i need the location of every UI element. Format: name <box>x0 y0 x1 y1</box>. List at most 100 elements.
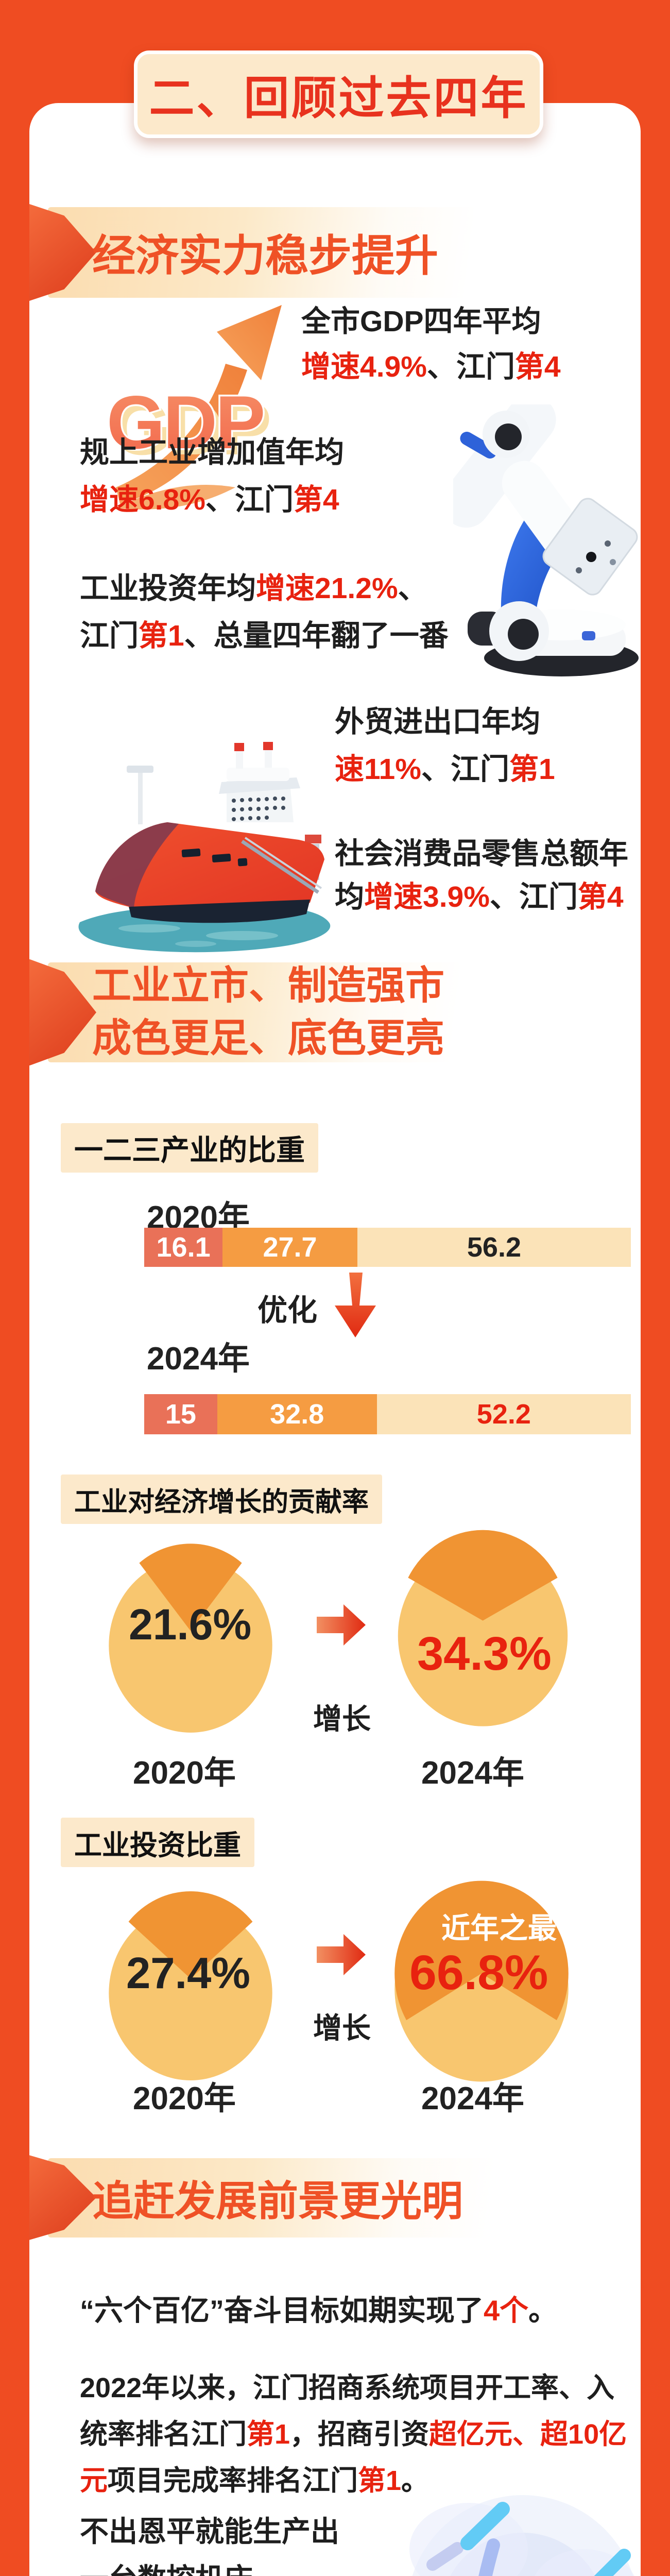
para-six-hundred-million: “六个百亿”奋斗目标如期实现了4个。 <box>80 2287 557 2334</box>
pie-year-label: 2020年 <box>133 1755 236 1791</box>
bar-segment-value: 52.2 <box>476 1399 531 1430</box>
text-segment: 、江门 <box>489 880 578 913</box>
text-segment: 全市GDP四年平均 <box>301 305 541 338</box>
pie-value-label: 34.3% <box>417 1628 552 1680</box>
text-segment: 增速21.2% <box>256 572 398 605</box>
stat-retail: 社会消费品零售总额年 均增速3.9%、江门第4 <box>335 832 628 919</box>
text-segment: 不出恩平就能生产出 <box>80 2515 339 2548</box>
text-segment: 第1 <box>247 2419 290 2450</box>
pie-value-label: 21.6% <box>129 1600 252 1649</box>
stacked-bar-2024: 15 32.8 52.2 <box>144 1394 631 1434</box>
text-segment: 统率排名江门 <box>80 2419 247 2450</box>
pie-value-label: 66.8% <box>409 1945 548 2000</box>
text-segment: 、江门 <box>421 753 509 786</box>
text-segment: 社会消费品零售总额年 <box>335 837 628 870</box>
text-segment: 、总量四年翻了一番 <box>184 619 449 652</box>
bar-segment: 27.7 <box>222 1228 357 1267</box>
bar-segment-value: 32.8 <box>270 1399 324 1430</box>
right-arrow-icon <box>317 1933 366 1977</box>
section-badge-review: 二、回顾过去四年 <box>134 50 543 138</box>
text-segment: 第1 <box>509 753 555 786</box>
bar-segment: 16.1 <box>144 1228 223 1267</box>
text-segment: 规上工业增加值年均 <box>80 436 344 469</box>
text-segment: 工业投资年均 <box>80 572 256 605</box>
header-band <box>48 207 475 298</box>
text-segment: 2022年以来，江门招商系统项目开工率、入 <box>80 2372 615 2403</box>
pie-invest-2020 <box>93 1880 288 2084</box>
section-title: 经济实力稳步提升 <box>92 231 439 280</box>
text-segment: 一台数控机床。 <box>80 2563 282 2576</box>
robot-arm-icon <box>453 404 641 685</box>
chart-title-contribution: 工业对经济增长的贡献率 <box>61 1475 383 1524</box>
text-segment: 增速6.8% <box>80 483 205 516</box>
text-segment: 。 <box>401 2465 430 2496</box>
header-band <box>48 2158 496 2238</box>
pie-year-label: 2024年 <box>421 2081 524 2116</box>
stat-industry-invest: 工业投资年均增速21.2%、 江门第1、总量四年翻了一番 <box>80 565 449 659</box>
text-segment: 第1 <box>139 619 184 652</box>
section-header-economy: 经济实力稳步提升 <box>29 201 549 304</box>
gdp-label-text: GDP <box>107 380 263 464</box>
pie-contribution-2024 <box>381 1519 585 1730</box>
text-segment: 增速4.9% <box>301 350 427 383</box>
section-title: 工业立市、制造强市 成色更足、底色更亮 <box>92 964 444 1060</box>
bar-segment-value: 15 <box>165 1399 196 1430</box>
growth-label: 增长 <box>313 2012 371 2044</box>
bar-segment-value: 16.1 <box>156 1232 211 1263</box>
text-segment: ，招商引资 <box>290 2419 430 2450</box>
chart-title-invest-share: 工业投资比重 <box>61 1818 254 1867</box>
text-segment: “六个百亿”奋斗目标如期实现了 <box>80 2294 484 2327</box>
text-segment: 第4 <box>577 880 624 913</box>
bar-segment: 56.2 <box>357 1228 631 1267</box>
para-cnc-machine: 不出恩平就能生产出 一台数控机床。 <box>80 2508 339 2576</box>
pie-year-label: 2020年 <box>133 2081 236 2116</box>
section-title: 追赶发展前景更光明 <box>92 2178 463 2224</box>
pie-note-label: 近年之最 <box>441 1912 557 1944</box>
bar-segment-value: 56.2 <box>467 1232 521 1263</box>
pie-year-label: 2024年 <box>421 1755 524 1791</box>
stat-trade: 外贸进出口年均 速11%、江门第1 <box>335 698 555 793</box>
text-segment: 速11% <box>335 753 421 786</box>
text-segment: 、江门 <box>205 483 294 516</box>
text-segment: 4个 <box>484 2294 529 2327</box>
text-segment: 第4 <box>293 483 339 516</box>
section-header-industry-city: 工业立市、制造强市 成色更足、底色更亮 <box>29 956 549 1069</box>
bar-segment: 15 <box>144 1394 217 1434</box>
chart-title-industry-structure: 一二三产业的比重 <box>61 1123 318 1173</box>
stat-industry-added: 规上工业增加值年均 增速6.8%、江门第4 <box>80 429 344 523</box>
header-band <box>48 962 460 1062</box>
down-arrow-icon <box>334 1273 378 1337</box>
pie-contribution-2020 <box>93 1533 288 1736</box>
bar-segment-value: 27.7 <box>263 1232 317 1263</box>
pie-value-label: 27.4% <box>126 1949 251 1998</box>
text-segment: 第4 <box>514 350 561 383</box>
text-segment: 第1 <box>358 2465 402 2496</box>
cargo-ship-icon <box>72 721 340 979</box>
text-segment: 外贸进出口年均 <box>335 705 540 738</box>
drone-icon <box>402 2487 641 2576</box>
text-segment: 增速3.9% <box>364 880 490 913</box>
pie-invest-2024 <box>376 1869 587 2086</box>
gdp-shadow-text: GDP <box>113 386 269 470</box>
text-segment: 江门 <box>80 619 139 652</box>
review-card: 经济实力稳步提升 GDP GDP 全 <box>29 103 641 2576</box>
para-investment-ranking: 2022年以来，江门招商系统项目开工率、入 统率排名江门第1，招商引资超亿元、超… <box>80 2365 627 2504</box>
text-segment: 均 <box>335 880 364 913</box>
text-segment: 超亿元、超10亿 <box>429 2419 627 2450</box>
text-segment: 。 <box>528 2294 558 2327</box>
stat-gdp: 全市GDP四年平均 增速4.9%、江门第4 <box>301 299 561 389</box>
text-segment: 元 <box>80 2465 108 2496</box>
stacked-bar-2020: 16.1 27.7 56.2 <box>144 1228 631 1267</box>
text-segment: 、江门 <box>426 350 515 383</box>
right-arrow-icon <box>317 1603 366 1647</box>
text-segment: 、 <box>398 572 427 605</box>
bar-segment: 32.8 <box>217 1394 377 1434</box>
bar-segment: 52.2 <box>376 1394 631 1434</box>
gdp-up-arrow-icon: GDP GDP <box>100 282 296 524</box>
growth-label: 增长 <box>313 1703 371 1735</box>
bar-year-label: 2024年 <box>147 1341 250 1377</box>
optimize-label: 优化 <box>257 1294 318 1327</box>
text-segment: 项目完成率排名江门 <box>108 2465 358 2496</box>
section-header-catchup: 追赶发展前景更光明 <box>29 2153 549 2243</box>
